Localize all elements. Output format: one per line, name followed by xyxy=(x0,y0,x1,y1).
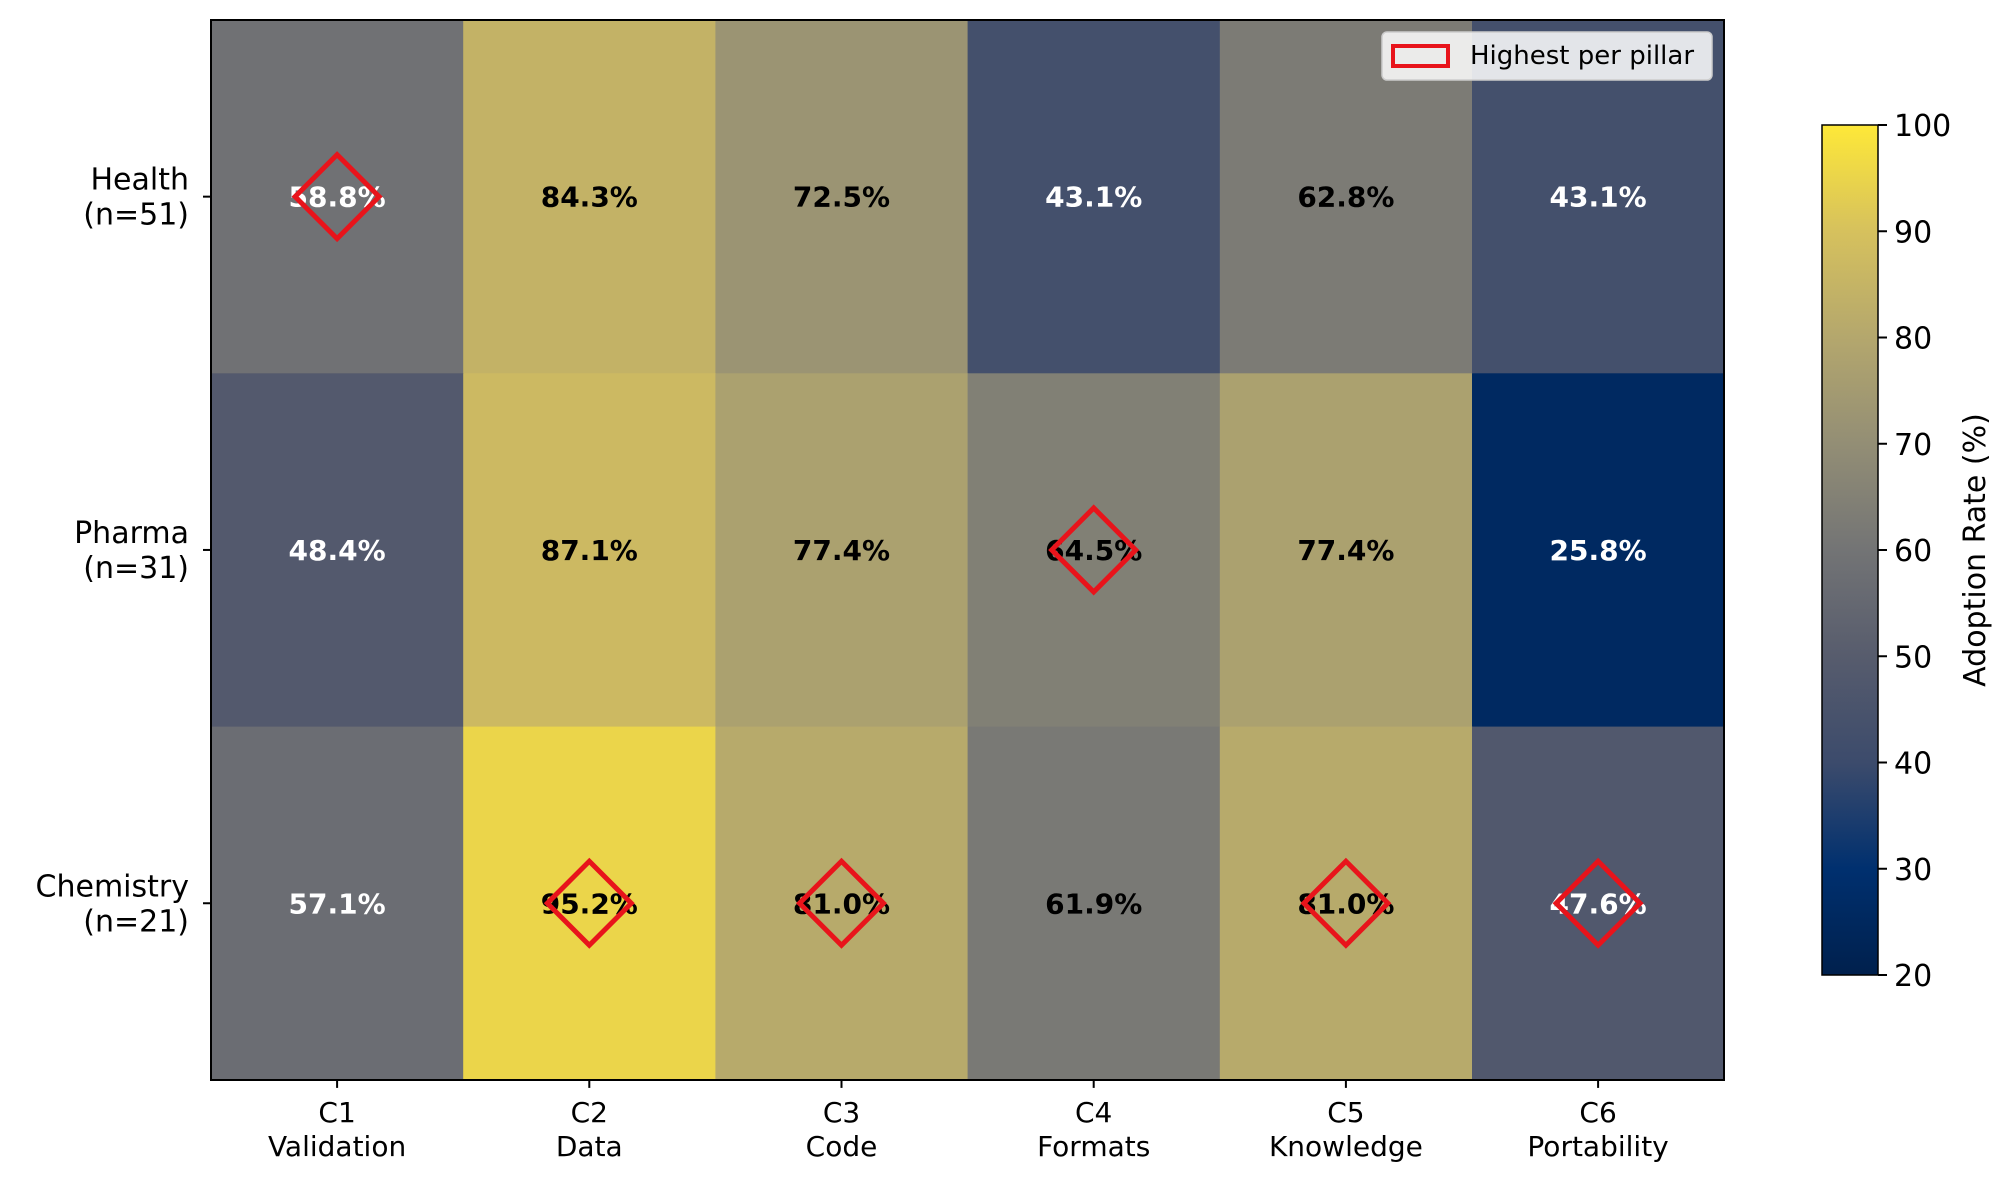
colorbar-tick-label: 40 xyxy=(1894,747,1932,782)
colorbar-gradient xyxy=(1821,124,1879,976)
x-tick-label: C3 Code xyxy=(806,1096,878,1163)
heatmap-cell xyxy=(211,373,464,728)
x-tick-label: C2 Data xyxy=(556,1096,623,1163)
heatmap-cell xyxy=(967,373,1221,728)
colorbar-ticks: 20 30 40 50 60 70 80 90 100 xyxy=(1878,109,1951,994)
colorbar-tick-label: 80 xyxy=(1894,322,1932,357)
heatmap-cell xyxy=(211,20,464,374)
heatmap-cell xyxy=(211,726,464,1081)
cell-value-label: 25.8% xyxy=(1550,534,1647,567)
cell-value-label: 57.1% xyxy=(289,887,386,920)
x-tick-label: C5 Knowledge xyxy=(1269,1096,1423,1163)
heatmap-cell xyxy=(463,726,716,1081)
cell-value-label: 77.4% xyxy=(793,534,890,567)
y-axis: Health (n=51) Pharma (n=31) Chemistry (n=21) xyxy=(36,163,211,939)
colorbar-tick-label: 100 xyxy=(1894,109,1951,144)
highlight-diamond xyxy=(543,857,635,949)
legend: Highest per pillar xyxy=(1381,31,1713,81)
legend-frame xyxy=(1381,31,1713,81)
heatmap-cell xyxy=(463,373,716,728)
heatmap-cell xyxy=(1219,726,1473,1081)
highlight-diamond xyxy=(1300,857,1392,949)
cell-value-label: 77.4% xyxy=(1297,534,1394,567)
colorbar-label: Adoption Rate (%) xyxy=(1958,413,1993,687)
cell-value-label: 72.5% xyxy=(793,181,890,214)
cell-value-label: 48.4% xyxy=(289,534,386,567)
x-axis: C1 Validation C2 Data C3 Code C4 Formats C5 Knowl… xyxy=(268,1079,1669,1163)
colorbar-tick-label: 60 xyxy=(1894,534,1932,569)
cell-value-label: 62.8% xyxy=(1297,181,1394,214)
x-tick-label: C4 Formats xyxy=(1037,1096,1150,1163)
heatmap-cell xyxy=(715,373,969,728)
colorbar-tick-label: 30 xyxy=(1894,853,1932,888)
colorbar-tick-label: 70 xyxy=(1894,428,1932,463)
x-tick-label: C6 Portability xyxy=(1527,1096,1668,1163)
legend-swatch xyxy=(1391,44,1450,68)
cell-value-label: 84.3% xyxy=(541,181,638,214)
x-tick-label: C1 Validation xyxy=(268,1096,406,1163)
cell-value-label: 87.1% xyxy=(541,534,638,567)
heatmap-cell xyxy=(463,20,716,374)
y-tick-label: Chemistry (n=21) xyxy=(36,869,189,939)
heatmap-cells: 58.8% 84.3% 72.5% 43.1% 62.8% 43.1%48.4% 87.1%… xyxy=(211,20,1725,1081)
highlight-markers xyxy=(291,151,1644,949)
highlight-diamond xyxy=(291,151,383,243)
heatmap-cell xyxy=(967,20,1221,374)
heatmap-cell xyxy=(1472,726,1725,1081)
cell-value-label: 43.1% xyxy=(1045,181,1142,214)
colorbar-tick-label: 50 xyxy=(1894,640,1932,675)
cell-value-label: 61.9% xyxy=(1045,887,1142,920)
colorbar-tick-label: 20 xyxy=(1894,959,1932,994)
colorbar-tick-label: 90 xyxy=(1894,215,1932,250)
heatmap-cell xyxy=(967,726,1221,1081)
colorbar: 20 30 40 50 60 70 80 90 100 Adoption Rate (%) xyxy=(1821,109,1993,994)
highlight-diamond xyxy=(1552,857,1644,949)
heatmap-cell xyxy=(1472,373,1725,728)
highlight-diamond xyxy=(1048,504,1140,596)
heatmap-cell xyxy=(1219,373,1473,728)
highlight-diamond xyxy=(795,857,888,949)
y-tick-label: Pharma (n=31) xyxy=(74,516,189,586)
heatmap-cell xyxy=(715,20,969,374)
y-tick-label: Health (n=51) xyxy=(83,163,189,233)
legend-label: Highest per pillar xyxy=(1470,41,1694,71)
heatmap-cell xyxy=(715,726,969,1081)
cell-value-label: 43.1% xyxy=(1550,181,1647,214)
